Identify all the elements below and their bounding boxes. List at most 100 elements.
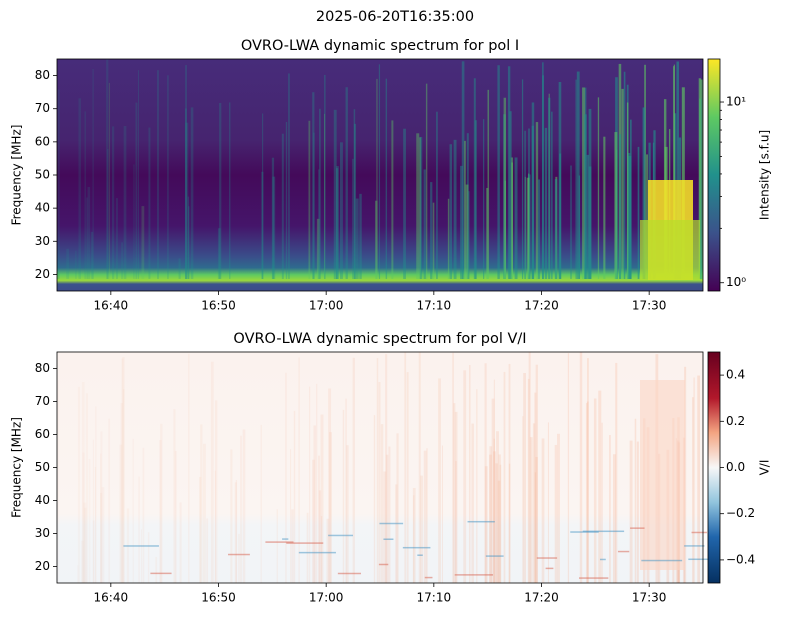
streak xyxy=(567,353,570,583)
streak xyxy=(160,423,163,583)
streak xyxy=(375,200,378,279)
streak xyxy=(587,358,589,583)
streak xyxy=(138,476,140,583)
streak xyxy=(329,432,333,583)
streak xyxy=(92,520,95,583)
spectrogram-background xyxy=(57,352,703,583)
burst xyxy=(640,220,700,280)
streak xyxy=(499,464,502,583)
streak xyxy=(508,463,511,583)
streak xyxy=(508,363,511,583)
colorbar-label: Intensity [s.f.u] xyxy=(758,130,772,220)
streak xyxy=(306,512,309,583)
streak xyxy=(108,418,111,583)
streak xyxy=(242,429,246,583)
streak xyxy=(529,437,533,583)
streak xyxy=(507,66,511,279)
streak xyxy=(320,516,323,583)
y-tick-label: 20 xyxy=(35,559,50,573)
streak xyxy=(142,447,145,583)
streak xyxy=(493,438,495,583)
streak xyxy=(240,435,242,583)
streak xyxy=(504,180,506,279)
streak xyxy=(199,476,202,583)
streak xyxy=(473,78,476,279)
band-noise xyxy=(337,572,361,575)
streak xyxy=(521,79,524,279)
streak xyxy=(140,529,142,583)
x-tick-label: 17:10 xyxy=(417,299,452,313)
streak xyxy=(319,108,321,279)
streak xyxy=(598,390,602,583)
band-noise xyxy=(417,554,423,556)
streak xyxy=(200,424,203,583)
streak xyxy=(202,443,206,583)
streak xyxy=(100,492,103,583)
streak xyxy=(463,370,467,583)
y-axis-label: Frequency [MHz] xyxy=(10,125,24,226)
streak xyxy=(285,121,288,279)
streak xyxy=(235,479,238,583)
streak xyxy=(293,410,296,583)
streak xyxy=(187,196,190,279)
streak xyxy=(188,353,190,583)
streak xyxy=(419,137,422,279)
streak xyxy=(461,61,465,279)
streak xyxy=(436,111,438,279)
streak xyxy=(453,403,456,583)
x-tick-label: 16:40 xyxy=(94,591,129,605)
streak xyxy=(697,375,700,583)
x-tick-label: 17:20 xyxy=(524,299,559,313)
streak xyxy=(380,424,384,583)
x-tick-label: 17:30 xyxy=(632,299,667,313)
streak xyxy=(111,126,115,279)
streak xyxy=(537,179,540,279)
streak xyxy=(418,352,421,583)
streak xyxy=(324,74,326,279)
streak xyxy=(174,450,177,583)
streak xyxy=(88,459,91,583)
streak xyxy=(260,424,262,583)
streak xyxy=(646,154,648,279)
streak xyxy=(495,463,498,583)
streak xyxy=(588,108,592,280)
streak xyxy=(210,361,214,583)
streak xyxy=(535,456,538,583)
streak xyxy=(541,438,545,583)
streak xyxy=(122,357,125,583)
streak xyxy=(423,450,427,583)
streak xyxy=(141,206,145,279)
band-noise xyxy=(617,550,630,553)
streak xyxy=(438,378,441,583)
colorbar-tick-label: 0.4 xyxy=(726,368,745,382)
streak xyxy=(352,158,354,279)
colorbar-tick-label: 10¹ xyxy=(726,95,746,109)
streak xyxy=(403,128,406,279)
streak xyxy=(313,425,317,583)
streak xyxy=(464,140,466,279)
figure-title: 2025-06-20T16:35:00 xyxy=(316,9,474,25)
streak xyxy=(262,113,264,279)
streak xyxy=(138,70,140,279)
x-tick-label: 16:50 xyxy=(201,299,236,313)
streak xyxy=(548,97,551,279)
streak xyxy=(554,444,558,583)
streak xyxy=(184,108,187,280)
streak xyxy=(609,435,611,583)
streak xyxy=(107,148,109,279)
streak xyxy=(92,439,94,583)
streak xyxy=(77,565,79,583)
streak xyxy=(320,414,324,583)
colorbar-tick-label: −0.4 xyxy=(726,552,755,566)
streak xyxy=(333,109,337,279)
streak xyxy=(80,540,84,583)
streak xyxy=(353,109,356,279)
y-tick-label: 80 xyxy=(35,68,50,82)
band-noise xyxy=(379,522,404,525)
x-tick-label: 17:00 xyxy=(309,591,344,605)
streak xyxy=(298,357,300,583)
streak xyxy=(582,87,585,279)
streak xyxy=(92,68,94,279)
band-noise xyxy=(545,567,554,570)
